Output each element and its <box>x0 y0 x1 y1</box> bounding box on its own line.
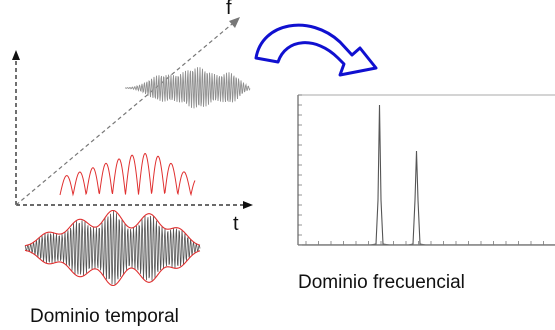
time-domain-caption: Dominio temporal <box>30 306 179 327</box>
composite-time-signal <box>24 209 201 287</box>
high-frequency-component-wave <box>124 67 251 109</box>
spectrum-peak-1 <box>369 104 391 245</box>
time-axis-arrowhead-icon <box>243 201 253 209</box>
spectrum-ticks <box>298 94 544 246</box>
time-domain-axes: f t <box>12 0 253 235</box>
frequency-axis <box>15 23 233 206</box>
transform-curved-arrow-icon <box>254 23 378 77</box>
vertical-axis-arrowhead-icon <box>12 50 20 60</box>
t-axis-label: t <box>233 213 239 235</box>
frequency-spectrum-plot <box>297 94 555 246</box>
frequency-domain-caption: Dominio frecuencial <box>298 272 465 293</box>
frequency-axis-arrowhead-icon <box>229 17 240 28</box>
spectrum-peak-2 <box>407 150 427 245</box>
f-axis-label: f <box>226 0 232 19</box>
low-frequency-component-wave <box>59 152 196 197</box>
